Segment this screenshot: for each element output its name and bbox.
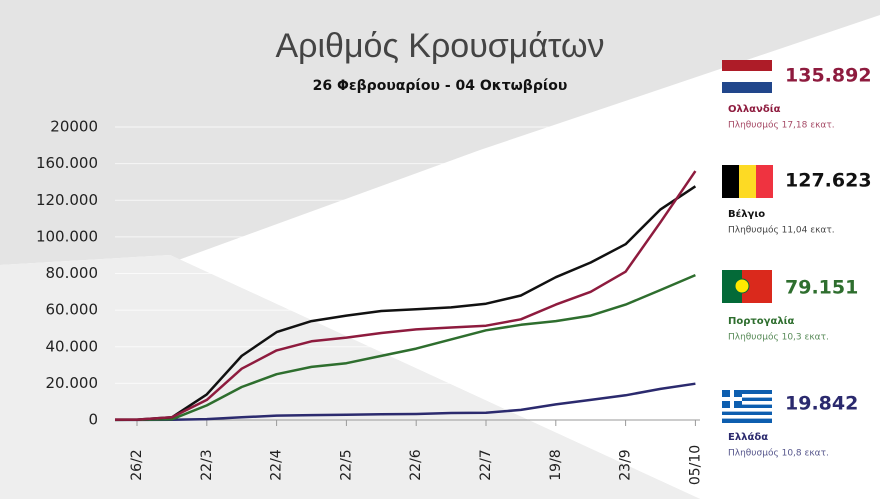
x-tick-label: 22/6	[408, 449, 424, 481]
y-tick-label: 20000	[50, 118, 98, 136]
x-tick-label: 26/2	[129, 449, 145, 480]
card-population: Πληθυσμός 11,04 εκατ.	[728, 225, 835, 236]
chart-title: Αριθμός Κρουσμάτων	[275, 27, 604, 65]
x-tick-label: 19/8	[548, 449, 564, 480]
card-total: 135.892	[785, 65, 872, 87]
flag-portugal	[722, 270, 772, 303]
x-tick-label: 22/5	[338, 449, 354, 480]
flag-netherlands	[722, 60, 772, 93]
y-tick-label: 40.000	[46, 337, 99, 355]
card-population: Πληθυσμός 10,8 εκατ.	[728, 448, 829, 459]
card-population: Πληθυσμός 10,3 εκατ.	[728, 332, 829, 343]
y-tick-label: 160.000	[36, 154, 98, 172]
x-tick-label: 22/7	[478, 449, 494, 480]
y-tick-label: 100.000	[36, 227, 98, 245]
legend-label: Ολλανδία	[728, 103, 781, 115]
background-shape	[0, 255, 700, 499]
y-tick-label: 80.000	[46, 264, 99, 282]
series-line	[114, 273, 696, 422]
card-total: 127.623	[785, 170, 872, 192]
flag-belgium	[722, 165, 773, 198]
card-total: 79.151	[785, 277, 858, 299]
legend-label: Ελλάδα	[728, 431, 768, 443]
flag-greece	[722, 390, 772, 423]
series-line	[114, 170, 697, 421]
x-tick-label: 23/9	[618, 449, 634, 480]
y-tick-label: 20.000	[46, 374, 99, 392]
card-population: Πληθυσμός 17,18 εκατ.	[728, 120, 835, 131]
legend-label: Βέλγιο	[728, 208, 765, 220]
y-tick-label: 0	[88, 411, 98, 429]
y-tick-label: 120.000	[36, 191, 98, 209]
card-total: 19.842	[785, 393, 858, 415]
background-shape	[0, 15, 880, 499]
chart-subtitle: 26 Φεβρουαρίου - 04 Οκτωβρίου	[313, 78, 568, 94]
y-tick-label: 60.000	[46, 301, 99, 319]
legend-label: Πορτογαλία	[728, 315, 795, 327]
series-line	[114, 382, 696, 422]
series-line	[114, 185, 697, 421]
x-tick-label: 22/4	[269, 449, 285, 481]
x-tick-label: 05/10	[687, 445, 703, 485]
x-tick-label: 22/3	[199, 449, 215, 480]
